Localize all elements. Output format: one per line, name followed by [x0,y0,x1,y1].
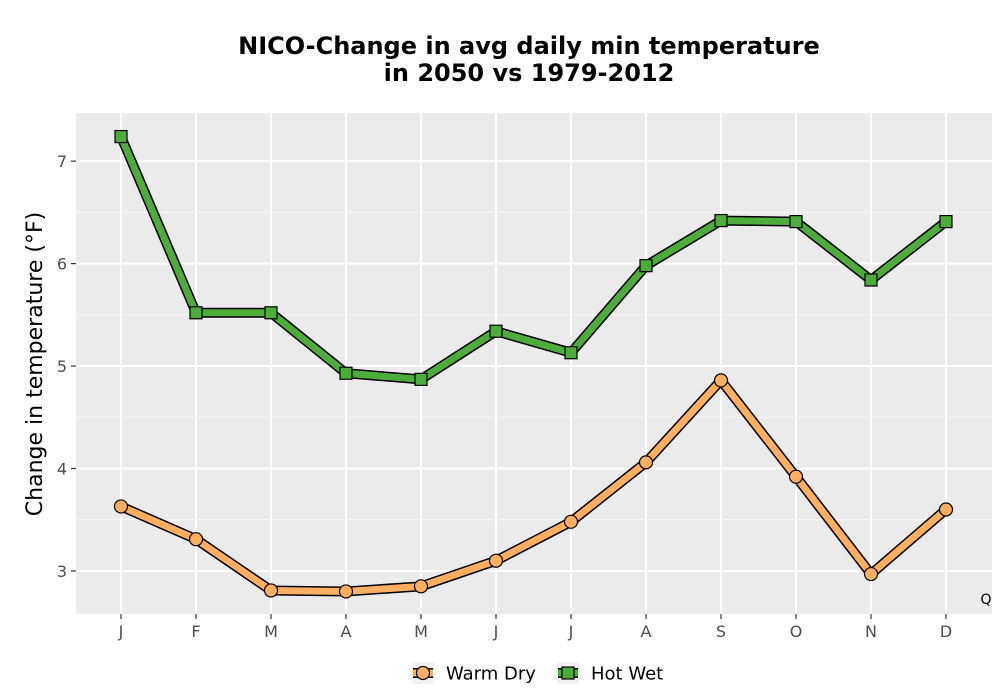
chart-title-line-1: NICO-Change in avg daily min temperature [238,32,820,60]
data-point-warm-dry [863,566,879,582]
grid-major [76,113,992,614]
legend-item-warm-dry: Warm Dry [412,662,536,685]
data-point-warm-dry [338,584,354,599]
data-point-hot-wet [339,366,353,380]
data-point-hot-wet [564,346,578,360]
data-point-warm-dry [188,532,204,547]
x-tick-label: M [264,622,278,641]
data-point-hot-wet [114,129,128,144]
data-point-warm-dry [638,455,654,470]
data-point-warm-dry [113,499,129,514]
data-point-warm-dry [938,502,954,517]
data-point-hot-wet [189,306,203,320]
data-point-hot-wet [489,324,503,338]
legend-key-marker [561,666,575,680]
y-tick-label: 5 [57,357,67,376]
data-point-hot-wet [264,306,278,320]
y-tick-label: 3 [57,562,67,581]
data-point-warm-dry [488,553,504,568]
x-tick-label: J [118,622,124,641]
legend: Warm Dry Hot Wet [412,662,663,685]
y-axis-ticks: 3 4 5 6 7 [57,152,76,581]
data-point-hot-wet [414,372,428,386]
x-tick-label: J [493,622,499,641]
x-tick-label: O [790,622,803,641]
data-point-warm-dry [788,469,804,484]
series-hot-wet [114,129,953,386]
corner-label: Q [980,592,991,608]
data-point-hot-wet [939,215,953,229]
y-tick-label: 4 [57,460,67,479]
series-line [117,133,950,383]
x-tick-label: N [865,622,877,641]
y-axis-label: Change in temperature (°F) [23,212,48,516]
x-tick-label: A [641,622,652,641]
x-tick-label: A [341,622,352,641]
legend-item-hot-wet: Hot Wet [557,662,663,685]
legend-label-warm-dry: Warm Dry [446,664,536,685]
series-warm-dry [113,373,954,599]
data-point-warm-dry [563,514,579,529]
data-point-hot-wet [714,213,728,228]
data-point-warm-dry [413,579,429,594]
data-point-hot-wet [864,273,878,287]
x-tick-label: D [940,622,952,641]
x-tick-label: J [568,622,574,641]
x-tick-label: S [716,622,726,641]
data-point-hot-wet [789,215,803,229]
chart-title-line-2: in 2050 vs 1979-2012 [384,59,675,87]
legend-label-hot-wet: Hot Wet [591,664,663,685]
series-line [117,376,950,595]
y-tick-label: 7 [57,152,67,171]
x-tick-label: F [191,622,200,641]
series-layer [113,129,954,599]
legend-key-marker [415,665,431,681]
x-tick-label: M [414,622,428,641]
data-point-hot-wet [639,259,653,273]
data-point-warm-dry [263,583,279,598]
y-tick-label: 6 [57,255,67,274]
data-point-warm-dry [713,373,729,388]
